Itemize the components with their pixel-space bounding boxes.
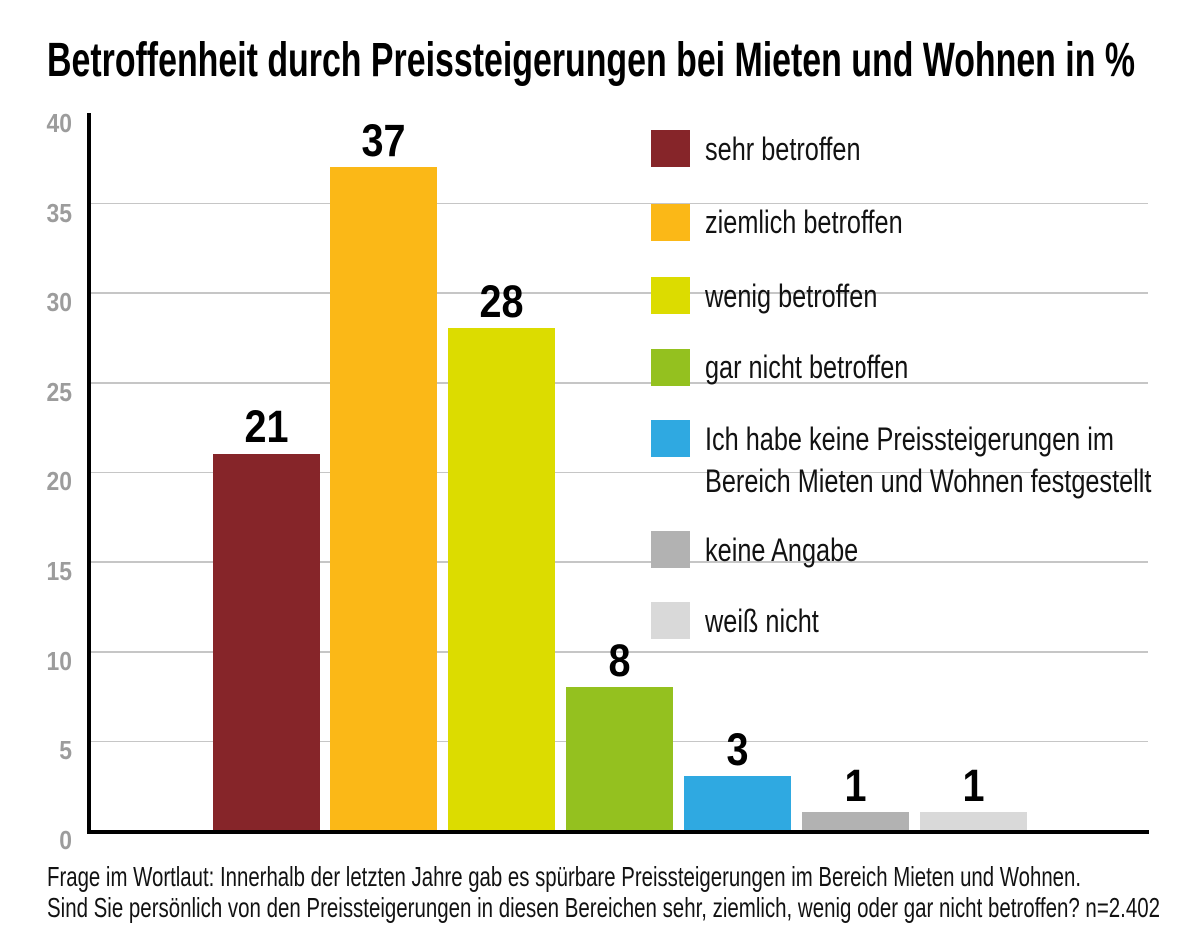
y-tick-label: 20 [46,466,72,497]
legend-label-7: weiß nicht [705,602,819,639]
bar-keine-angabe [801,812,909,830]
y-tick-label: 15 [46,556,72,587]
y-tick-label: 40 [46,107,72,138]
legend-swatch-7 [651,602,690,639]
bar-sehr-betroffen [212,453,320,830]
legend-label-3: wenig betroffen [705,277,878,314]
y-tick-label: 25 [46,376,72,407]
gridline [91,292,1148,295]
gridline [91,382,1148,384]
x-axis-line [87,830,1149,834]
bar-value-label-wei-nicht: 1 [962,759,985,811]
bar-wenig-betroffen [448,328,556,830]
bar-value-label-sehr-betroffen: 21 [243,401,289,453]
legend-label-1: sehr betroffen [705,130,861,167]
legend-label-2: ziemlich betroffen [705,204,903,240]
gridline [91,471,1148,474]
legend-label-5: Ich habe keine Preissteigerungen im Berei… [705,420,1152,499]
legend-swatch-3 [651,277,690,314]
legend-swatch-2 [651,203,690,241]
chart-title: Betroffenheit durch Preissteigerungen be… [47,34,1135,88]
bar-value-label-keine-angabe: 1 [844,759,867,811]
y-tick-label: 35 [46,197,72,228]
gridline [91,561,1148,563]
legend-label-6: keine Angabe [705,531,859,568]
legend-swatch-5 [651,420,690,457]
bar-value-label-gar-nicht-betroffen: 8 [608,634,631,686]
y-tick-label: 30 [46,287,72,318]
gridline [91,202,1148,205]
legend-swatch-4 [651,348,690,386]
bar-wei-nicht [919,812,1027,830]
footnote-line-2: Sind Sie persönlich von den Preissteiger… [47,892,1160,924]
y-tick-label: 10 [46,645,72,676]
y-tick-label: 5 [59,735,72,766]
legend-swatch-1 [651,130,690,167]
bar-gar-nicht-betroffen [566,686,674,830]
footnote-line-1: Frage im Wortlaut: Innerhalb der letzten… [47,860,1081,892]
bar-value-label-ich-habe-keine: 3 [726,724,749,776]
bar-value-label-wenig-betroffen: 28 [479,276,524,327]
bar-value-label-ziemlich-betroffen: 37 [361,114,406,166]
bar-ich-habe-keine [683,776,791,830]
legend-label-4: gar nicht betroffen [705,349,909,385]
bar-ziemlich-betroffen [330,166,438,830]
y-tick-label: 0 [59,824,72,855]
gridline [91,650,1148,653]
legend-swatch-6 [651,531,690,568]
y-axis-line [87,113,91,834]
